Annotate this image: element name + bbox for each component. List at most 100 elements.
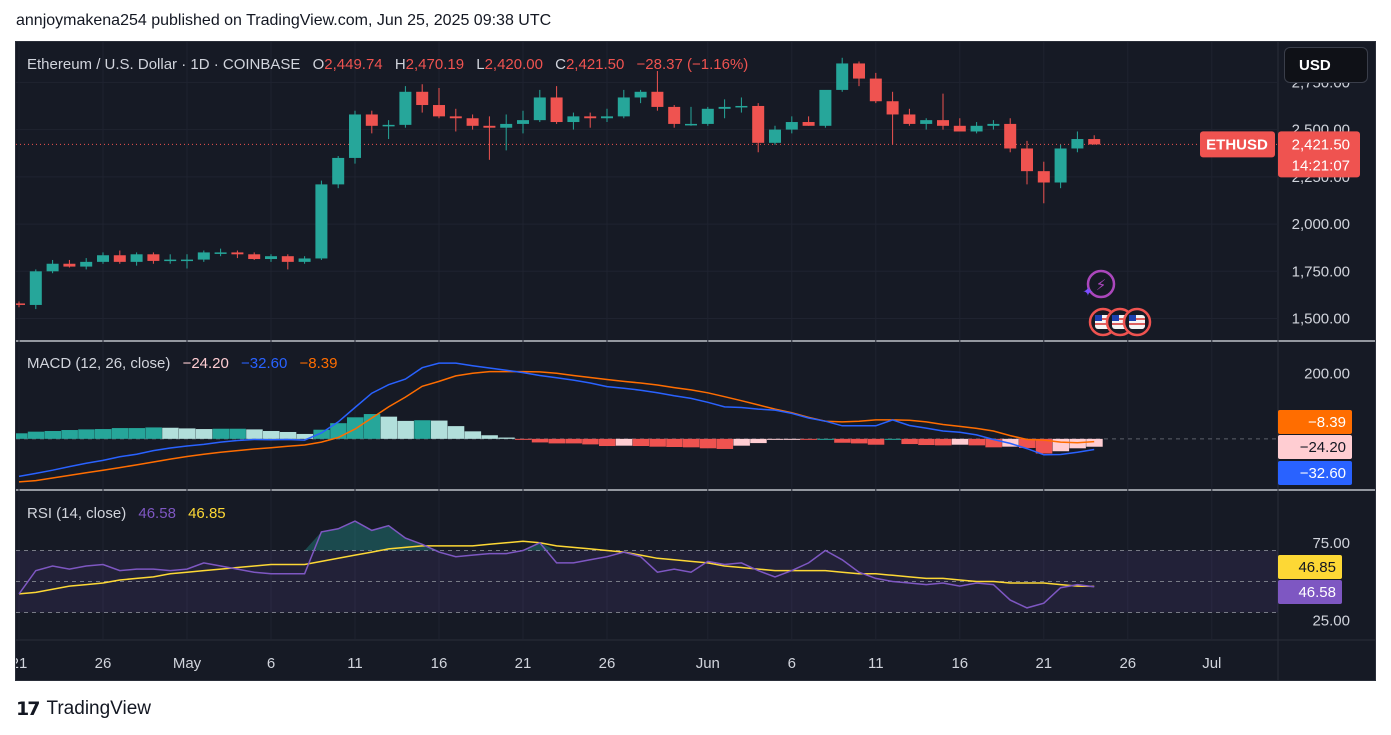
currency-button[interactable]: USD	[1284, 47, 1368, 83]
rsi-title[interactable]: RSI (14, close)	[27, 505, 127, 522]
candle-body	[584, 116, 597, 119]
candle-body	[29, 271, 42, 305]
macd-histogram-bar	[884, 438, 902, 440]
macd-histogram-bar	[1035, 438, 1053, 454]
price-tag-value: 2,421.50	[1292, 136, 1350, 153]
candle-body	[937, 120, 949, 126]
candle-body	[1021, 148, 1033, 172]
macd-histogram-bar	[128, 428, 146, 439]
time-axis-label: 21	[16, 655, 27, 672]
macd-histogram-bar	[733, 438, 750, 446]
macd-signal-line	[18, 370, 1095, 483]
candle-body	[399, 91, 412, 125]
candle-body	[550, 97, 563, 123]
macd-histogram-bar	[531, 438, 549, 443]
chart-frame[interactable]: 2126May611162126Jun611162126Jul2,750.002…	[15, 41, 1376, 681]
macd-histogram-bar	[95, 429, 112, 439]
macd-line	[18, 362, 1095, 478]
candle-body	[16, 303, 25, 305]
candle-body	[601, 116, 613, 119]
high-label: H	[394, 56, 406, 73]
flash-event-icon	[1086, 269, 1116, 299]
macd-histogram-bar	[78, 429, 95, 439]
symbol-tag	[1200, 131, 1275, 158]
candle-body	[80, 261, 93, 267]
macd-histogram-bar	[565, 438, 582, 444]
macd-histogram-bar	[212, 428, 230, 439]
macd-histogram-bar	[750, 438, 767, 444]
time-axis-label: May	[173, 655, 202, 672]
price-axis-label: 1,500.00	[1292, 311, 1350, 328]
rsi-line	[18, 520, 1095, 609]
macd-histogram-bar	[851, 438, 868, 444]
candle-body	[483, 125, 496, 128]
macd-histogram-bar	[599, 438, 616, 447]
candle-body	[197, 252, 210, 260]
candle-body	[634, 91, 647, 98]
macd-histogram-bar	[985, 438, 1002, 448]
candle-body	[886, 101, 899, 115]
macd-histogram-bar	[145, 427, 162, 439]
candle-body	[63, 263, 76, 267]
candle-body	[987, 123, 1000, 126]
footer-brand[interactable]: TradingView	[46, 698, 152, 719]
rsi-tag	[1278, 580, 1342, 604]
macd-histogram-bar	[498, 437, 515, 439]
macd-histogram-bar	[968, 438, 986, 446]
candle-body	[1054, 148, 1067, 183]
candle-body	[853, 63, 865, 79]
candle-body	[332, 157, 345, 185]
rsi-axis-label: 75.00	[1312, 535, 1350, 552]
rsi-tag-label: 46.58	[1298, 584, 1336, 601]
macd-histogram-bar	[414, 420, 431, 439]
macd-hist-tag-label: −24.20	[1300, 439, 1346, 456]
price-legend: Ethereum / U.S. Dollar · 1D · COINBASE O…	[27, 56, 748, 73]
candle-body	[920, 120, 933, 124]
time-axis-label: 26	[95, 655, 112, 672]
symbol-label[interactable]: Ethereum / U.S. Dollar · 1D · COINBASE	[27, 56, 301, 73]
macd-signal-tag	[1278, 410, 1352, 434]
macd-histogram-bar	[699, 438, 717, 449]
time-axis-label: 21	[1035, 655, 1052, 672]
macd-histogram-bar	[800, 438, 818, 440]
macd-line-tag-label: −32.60	[1300, 465, 1346, 482]
macd-histogram-bar	[279, 431, 297, 439]
tradingview-logo-icon[interactable]: 𝟭𝟳	[16, 698, 40, 720]
macd-title[interactable]: MACD (12, 26, close)	[27, 355, 171, 372]
price-axis-label: 1,750.00	[1292, 263, 1350, 280]
candle-body	[433, 105, 445, 117]
rsi-ma-value: 46.85	[188, 505, 226, 522]
macd-hist-value: −24.20	[182, 355, 229, 372]
candle-body	[1071, 139, 1084, 149]
time-axis-label: 6	[788, 655, 796, 672]
time-axis-label: 21	[515, 655, 532, 672]
close-label: C	[555, 56, 566, 73]
macd-histogram-bar	[817, 438, 834, 440]
macd-histogram-bar	[447, 426, 465, 439]
macd-histogram-bar	[1086, 438, 1103, 447]
open-value: 2,449.74	[324, 56, 383, 73]
candle-body	[869, 78, 882, 102]
close-value: 2,421.50	[565, 56, 625, 73]
macd-line-value: −32.60	[241, 355, 288, 372]
low-value: 2,420.00	[484, 56, 543, 73]
low-label: L	[476, 56, 485, 73]
rsi-ma-tag	[1278, 555, 1342, 579]
macd-histogram-bar	[195, 429, 213, 439]
chart-canvas[interactable]: 2126May611162126Jun611162126Jul2,750.002…	[16, 42, 1376, 681]
rsi-ma-tag-label: 46.85	[1298, 559, 1336, 576]
candle-body	[130, 254, 143, 262]
price-tag-countdown: 14:21:07	[1292, 157, 1350, 174]
footer: 𝟭𝟳 TradingView	[16, 698, 151, 720]
macd-histogram-bar	[179, 428, 196, 439]
time-axis-label: 11	[868, 655, 884, 672]
macd-histogram-bar	[918, 438, 935, 446]
candle-body	[668, 106, 681, 124]
rsi-ma-line	[18, 540, 1095, 595]
candle-body	[315, 184, 328, 259]
us-flag-canton	[1095, 315, 1102, 321]
candle-body	[802, 122, 815, 126]
macd-histogram-bar	[951, 438, 969, 445]
time-axis-label: Jun	[696, 655, 720, 672]
candle-body	[685, 123, 697, 126]
